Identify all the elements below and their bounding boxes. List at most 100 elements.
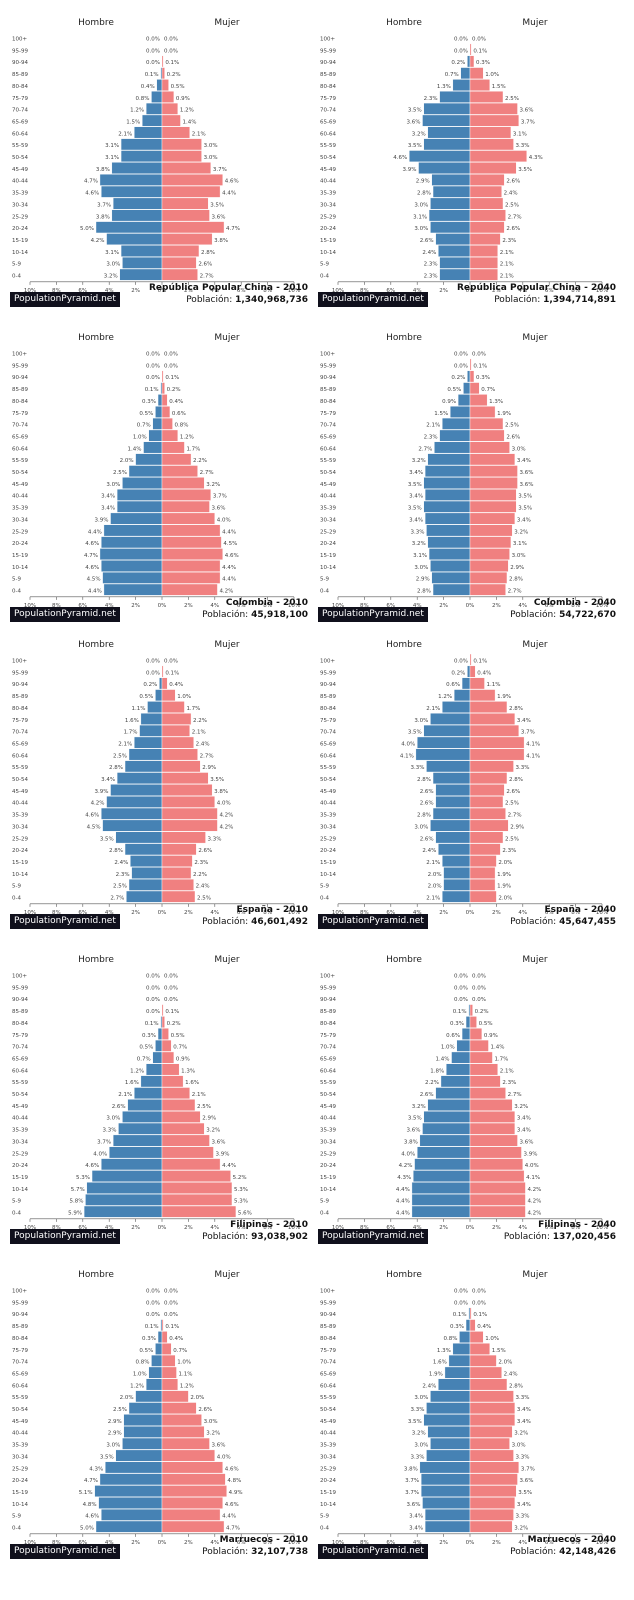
age-group-label: 85-89 — [12, 1324, 28, 1330]
female-value-label: 0.1% — [473, 659, 487, 665]
male-bar — [411, 1193, 471, 1206]
female-value-label: 3.4% — [517, 1407, 531, 1413]
female-bar — [469, 1193, 526, 1206]
male-value-label: 2.1% — [118, 131, 132, 137]
male-value-label: 3.5% — [408, 506, 422, 512]
male-bar — [442, 417, 471, 430]
female-bar — [469, 67, 484, 80]
female-bar — [161, 784, 213, 796]
male-value-label: 1.0% — [441, 1045, 455, 1051]
female-value-label: 3.2% — [514, 1431, 528, 1437]
male-bar — [438, 245, 471, 257]
male-bar — [99, 173, 163, 186]
female-bar — [161, 760, 201, 773]
male-value-label: 3.4% — [101, 506, 115, 512]
male-value-label: 2.8% — [109, 765, 123, 771]
site-logo-badge[interactable]: PopulationPyramid.net — [318, 914, 428, 929]
female-bar — [469, 465, 518, 478]
female-value-label: 3.4% — [517, 1419, 531, 1425]
site-logo-badge[interactable]: PopulationPyramid.net — [318, 1229, 428, 1244]
x-tick-label: 2% — [131, 910, 140, 916]
male-bar — [95, 221, 163, 234]
female-value-label: 3.7% — [213, 494, 227, 500]
male-value-label: 3.2% — [412, 1104, 426, 1110]
site-logo-badge[interactable]: PopulationPyramid.net — [10, 292, 120, 307]
age-group-label: 10-14 — [12, 1187, 28, 1193]
female-bar — [161, 1402, 197, 1415]
male-bar — [141, 114, 163, 127]
age-group-label: 85-89 — [320, 1324, 336, 1330]
male-bar — [442, 855, 471, 867]
male-bar — [155, 689, 163, 702]
female-value-label: 4.4% — [222, 565, 236, 571]
male-bar — [426, 1402, 471, 1415]
age-group-label: 35-39 — [320, 506, 336, 512]
female-bar — [469, 1205, 526, 1218]
age-group-label: 70-74 — [12, 1360, 28, 1366]
population-prefix: Población: — [202, 1232, 252, 1242]
x-tick-label: 8% — [52, 910, 61, 916]
age-group-label: 100+ — [12, 659, 27, 665]
male-value-label: 3.5% — [408, 1116, 422, 1122]
female-bar — [469, 173, 505, 186]
female-bar — [161, 665, 164, 678]
x-tick-label: 10% — [332, 1225, 344, 1231]
male-value-label: 0.0% — [146, 1009, 160, 1015]
male-value-label: 2.8% — [417, 777, 431, 783]
female-value-label: 2.2% — [193, 458, 207, 464]
population-value: 54,722,670 — [559, 610, 616, 620]
site-logo-badge[interactable]: PopulationPyramid.net — [10, 1229, 120, 1244]
male-value-label: 4.7% — [84, 1478, 98, 1484]
male-value-label: 1.2% — [130, 1068, 144, 1074]
female-bar — [161, 465, 198, 478]
age-group-label: 50-54 — [320, 470, 336, 476]
population-prefix: Población: — [503, 1232, 553, 1242]
age-group-label: 70-74 — [12, 730, 28, 736]
x-tick-label: 0% — [158, 1540, 167, 1546]
site-logo-badge[interactable]: PopulationPyramid.net — [10, 1544, 120, 1559]
male-bar — [443, 878, 471, 891]
female-bar — [469, 1378, 508, 1391]
male-bar — [430, 713, 471, 725]
site-logo-badge[interactable]: PopulationPyramid.net — [10, 914, 120, 929]
site-logo-badge[interactable]: PopulationPyramid.net — [10, 607, 120, 622]
age-group-label: 70-74 — [320, 730, 336, 736]
pyramid-panel: Hombre Mujer 100+ 0.0% 0.0% 95-99 0.0% 0.0% 90-9… — [8, 1260, 308, 1570]
female-bar — [161, 1087, 190, 1100]
female-value-label: 2.8% — [509, 777, 523, 783]
female-value-label: 2.7% — [508, 214, 522, 220]
age-group-label: 75-79 — [320, 1348, 336, 1354]
male-bar — [435, 784, 471, 796]
male-header: Hombre — [78, 18, 114, 28]
site-logo-badge[interactable]: PopulationPyramid.net — [318, 292, 428, 307]
age-group-label: 85-89 — [12, 387, 28, 393]
age-group-label: 25-29 — [320, 214, 336, 220]
male-bar — [102, 819, 163, 832]
female-value-label: 0.9% — [176, 96, 190, 102]
age-group-label: 95-99 — [320, 48, 336, 54]
female-bar — [469, 571, 508, 584]
pyramid-chart: Hombre Mujer 100+ 0.0% 0.0% 95-99 0.0% 0.0% 90-9… — [12, 18, 300, 294]
age-group-label: 25-29 — [12, 529, 28, 535]
male-value-label: 3.0% — [414, 824, 428, 830]
female-value-label: 0.0% — [472, 1289, 486, 1295]
male-value-label: 3.2% — [412, 1431, 426, 1437]
male-bar — [451, 1051, 471, 1064]
male-value-label: 4.6% — [85, 1163, 99, 1169]
age-group-label: 60-64 — [12, 753, 28, 759]
female-header: Mujer — [522, 1270, 548, 1280]
male-bar — [122, 256, 163, 269]
male-value-label: 4.0% — [401, 1151, 415, 1157]
female-bar — [161, 1485, 227, 1497]
age-group-label: 45-49 — [12, 1104, 28, 1110]
male-value-label: 2.9% — [108, 1431, 122, 1437]
site-logo-badge[interactable]: PopulationPyramid.net — [318, 1544, 428, 1559]
age-group-label: 70-74 — [12, 108, 28, 114]
pyramid-chart: Hombre Mujer 100+ 0.0% 0.0% 95-99 0.0% 0.0% 90-9… — [320, 955, 608, 1231]
age-group-label: 10-14 — [320, 1187, 336, 1193]
female-bar — [469, 209, 506, 222]
age-group-label: 25-29 — [12, 1466, 28, 1472]
male-value-label: 1.2% — [130, 108, 144, 114]
female-bar — [469, 185, 502, 198]
site-logo-badge[interactable]: PopulationPyramid.net — [318, 607, 428, 622]
